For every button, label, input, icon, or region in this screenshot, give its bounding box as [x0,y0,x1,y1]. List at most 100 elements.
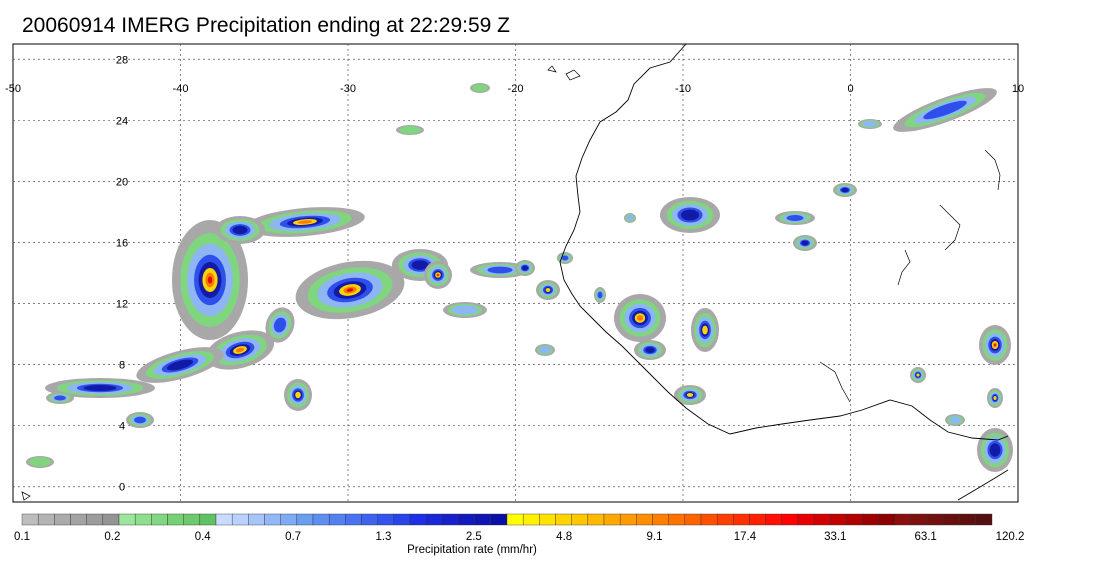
colorbar-swatch [587,513,605,526]
precip-cell [561,255,569,261]
colorbar-swatch [425,513,443,526]
colorbar-swatch [296,513,314,526]
precipitation-map: -50 -40 -30 -20 -10 0 10 28 24 20 16 12 8 4 0 [5,43,1024,503]
precip-cell [923,100,967,120]
colorbar-swatch [183,513,201,526]
colorbar-swatch [765,513,783,526]
longitude-label: -10 [675,83,691,95]
precip-cell [54,395,66,401]
precip-cell [989,443,1001,457]
colorbar-swatch [458,513,475,526]
africa-coastline [21,43,1009,501]
colorbar-swatch [118,513,136,526]
colorbar-swatch [716,513,734,526]
latitude-label: 12 [116,299,128,311]
precip-cell [29,457,51,467]
colorbar-tick-label: 17.4 [734,531,757,543]
small-island-b [565,69,581,81]
colorbar-swatch [894,513,912,526]
longitude-label: -40 [173,83,189,95]
latitude-label: 8 [119,360,125,372]
colorbar-swatch [571,513,589,526]
colorbar-swatch [797,513,815,526]
colorbar-swatch [700,513,718,526]
colorbar-swatch [878,513,896,526]
colorbar-tick-label: 0.2 [104,531,120,543]
colorbar-tick-label: 4.8 [556,531,572,543]
graticule [13,44,1018,502]
colorbar-cells [21,513,993,526]
precip-cell [273,317,287,333]
colorbar-swatch [927,513,944,526]
colorbar-swatch [474,513,492,526]
longitude-label: -30 [340,83,356,95]
colorbar-swatch [943,513,960,526]
colorbar-title: Precipitation rate (mm/hr) [407,544,537,556]
coastline-west-africa [559,43,1009,441]
colorbar-swatch [959,513,977,526]
map-title: 20060914 IMERG Precipitation ending at 2… [22,14,510,37]
colorbar-swatch [393,513,411,526]
colorbar-swatch [280,513,298,526]
latitude-label: 20 [116,176,128,188]
colorbar-swatch [199,513,217,526]
colorbar-swatch [361,513,378,526]
precip-cell [626,215,634,221]
small-island-a [547,65,557,73]
inland-river-b [897,249,911,286]
colorbar-swatch [862,513,880,526]
precip-cell [597,291,603,299]
colorbar-swatch [619,513,637,526]
colorbar-swatch [377,513,395,526]
colorbar-swatch [312,513,330,526]
precip-cell [702,325,708,335]
colorbar-swatch [668,513,686,526]
precip-cell [916,373,920,377]
precip-cell [295,391,301,399]
precipitation-field [26,83,1013,472]
colorbar-tick-label: 63.1 [914,531,936,543]
colorbar-swatch [522,513,540,526]
colorbar-swatch [215,513,233,526]
latitude-label: 16 [116,237,128,249]
colorbar-tick-label: 1.3 [375,531,391,543]
colorbar-swatch [70,513,87,526]
longitude-label: -20 [508,83,524,95]
colorbar-swatch [603,513,621,526]
precip-cell [451,305,479,315]
precip-cell [949,416,961,424]
precip-cell [437,274,439,276]
precip-cell [841,187,849,193]
inland-river-a [939,204,961,251]
colorbar-swatch [37,513,55,526]
precip-cell [994,343,996,347]
precip-cell [539,346,551,354]
colorbar-tick-label: 120.2 [996,531,1025,543]
precip-cell [636,315,644,321]
colorbar-swatch [506,513,524,526]
colorbar-tick-label: 33.1 [824,531,846,543]
colorbar-swatch [910,513,928,526]
precip-cell [993,396,997,400]
precip-cell [411,260,429,270]
colorbar-swatch [733,513,750,526]
colorbar-swatch [813,513,831,526]
colorbar-swatch [134,513,152,526]
precip-cell [207,276,213,284]
longitude-labels: -50 -40 -30 -20 -10 0 10 [5,83,1024,95]
inland-river-c [819,361,851,403]
precip-cell [83,385,117,391]
latitude-label: 24 [116,115,128,127]
colorbar-swatch [54,513,71,526]
longitude-label: -50 [5,83,21,95]
colorbar-swatch [248,513,265,526]
colorbar-swatch [264,513,281,526]
latitude-labels: 28 24 20 16 12 8 4 0 [116,54,128,493]
precip-cell [297,220,313,224]
colorbar-tick-label: 0.4 [195,531,212,543]
latitude-label: 28 [116,54,128,66]
colorbar-swatch [167,513,184,526]
longitude-label: 0 [847,83,853,95]
colorbar-tick-label: 0.7 [285,531,301,543]
